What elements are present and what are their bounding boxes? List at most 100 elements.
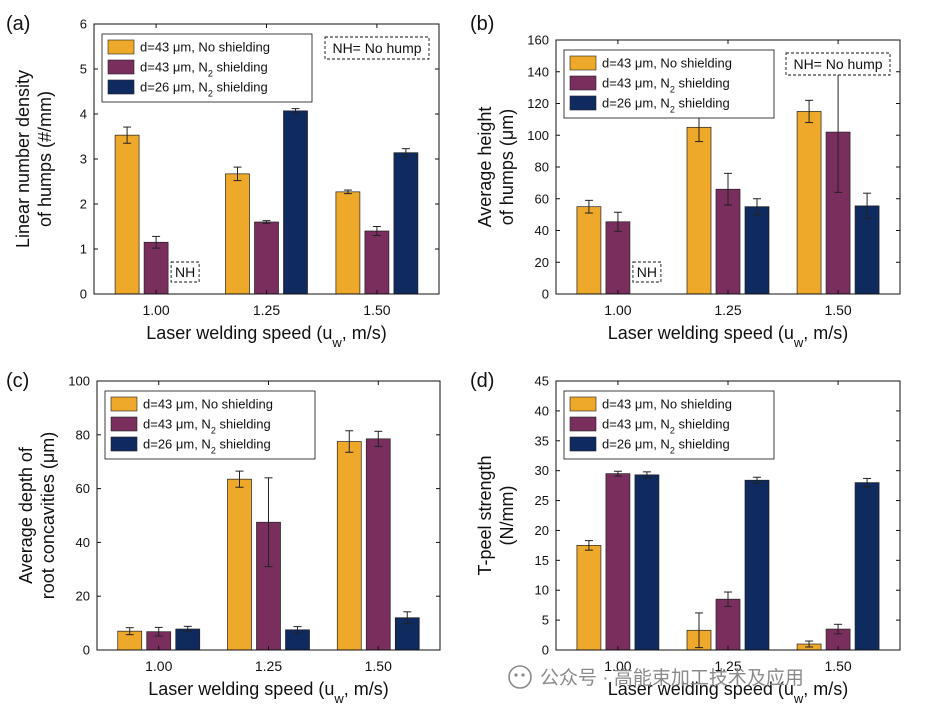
- error-bar-s2-1.00: [154, 626, 163, 637]
- bar-s1-1.00: [114, 134, 140, 295]
- legend-swatch-s3: [569, 95, 597, 111]
- error-bar-s3-1.25: [753, 198, 761, 216]
- error-bar-s3-1.50: [403, 611, 412, 625]
- legend: d=43 μm, No shielding d=43 μm, N2 shieldi…: [104, 390, 316, 460]
- error-bar-s2-1.50: [374, 430, 383, 447]
- bar-s3-1.25: [744, 479, 770, 651]
- panel-label: (b): [470, 13, 494, 35]
- bar-s1-1.50: [335, 191, 361, 295]
- error-bar-s1-1.25: [695, 612, 703, 649]
- error-bar-s1-1.50: [345, 430, 354, 453]
- y-axis-label: T-peel strength (N/mm): [475, 455, 517, 575]
- y-tick-label: 20: [535, 523, 549, 538]
- y-axis-label-line: Linear number density: [13, 70, 33, 248]
- bar-s2-1.25: [715, 598, 741, 651]
- error-bar-s2-1.00: [613, 470, 622, 477]
- x-category-label: 1.50: [824, 302, 851, 318]
- nh-note-box: [324, 36, 430, 60]
- y-axis-label-line: (N/mm): [497, 486, 517, 546]
- error-bar-s1-1.00: [584, 540, 593, 551]
- y-tick-label: 15: [535, 553, 549, 568]
- y-tick-label: 100: [527, 128, 549, 143]
- y-tick-label: 3: [80, 152, 87, 167]
- bar-s2-1.00: [605, 221, 631, 295]
- watermark-text: 公众号 · 高能束加工技术及应用: [540, 667, 804, 689]
- y-tick-label: 80: [535, 160, 549, 175]
- legend: d=43 μm, No shielding d=43 μm, N2 shieldi…: [563, 390, 775, 460]
- y-axis-label: Average height of humps (μm): [475, 107, 517, 228]
- error-bar-s1-1.50: [805, 640, 814, 648]
- legend-label-s1: d=43 μm, No shielding: [140, 40, 270, 55]
- bar-s3-1.25: [283, 110, 308, 295]
- legend-label-s1: d=43 μm, No shielding: [602, 56, 732, 71]
- bar-s1-1.25: [686, 126, 712, 295]
- y-tick-label: 1: [80, 242, 87, 257]
- nh-note-box: [785, 52, 891, 76]
- error-bar-s1-1.50: [343, 189, 352, 195]
- legend-swatch-s3: [569, 436, 597, 452]
- error-bar-s1-1.00: [123, 126, 132, 144]
- panel-label: (a): [6, 13, 30, 35]
- y-tick-label: 45: [535, 374, 549, 389]
- y-tick-label: 5: [542, 613, 549, 628]
- legend-swatch-s1: [110, 396, 138, 412]
- y-tick-label: 160: [527, 33, 549, 48]
- y-axis-label-line: of humps (#/mm): [35, 91, 55, 227]
- nh-note: NH= No hump: [785, 52, 891, 76]
- error-bar-s1-1.00: [125, 627, 134, 636]
- nh-marker-text: NH: [175, 264, 195, 280]
- x-category-label: 1.25: [255, 658, 282, 674]
- legend-swatch-s1: [569, 55, 597, 71]
- y-tick-label: 0: [542, 287, 549, 302]
- y-axis-label-line: T-peel strength: [475, 455, 495, 575]
- y-tick-label: 20: [535, 255, 549, 270]
- error-bar-s3-1.00: [183, 625, 192, 633]
- bar-s2-1.50: [365, 438, 391, 651]
- x-category-label: 1.25: [714, 658, 741, 674]
- wechat-icon-eye: [514, 673, 518, 677]
- nh-marker-text: NH: [637, 264, 657, 280]
- legend-label-s1: d=43 μm, No shielding: [143, 397, 273, 412]
- legend-swatch-s3: [110, 436, 138, 452]
- legend-swatch-s3: [107, 79, 135, 95]
- y-axis-label: Average depth of root concavities (μm): [16, 432, 58, 599]
- y-tick-label: 140: [527, 64, 549, 79]
- error-bar-s1-1.25: [233, 166, 242, 182]
- bar-s1-1.00: [576, 206, 602, 295]
- bar-s2-1.00: [143, 241, 169, 295]
- x-category-label: 1.00: [142, 302, 169, 318]
- error-bar-s3-1.25: [293, 626, 302, 634]
- bar-s1-1.00: [576, 545, 602, 651]
- x-axis-label: Laser welding speed (uw, m/s): [608, 323, 849, 350]
- error-bar-s1-1.50: [805, 99, 814, 124]
- bar-s1-1.50: [336, 441, 362, 651]
- watermark: 公众号 · 高能束加工技术及应用: [508, 665, 804, 689]
- error-bar-s3-1.00: [642, 471, 651, 479]
- nh-marker-box: [632, 261, 662, 283]
- error-bar-s3-1.25: [753, 476, 761, 484]
- legend-label-s1: d=43 μm, No shielding: [602, 397, 732, 412]
- bar-s2-1.50: [364, 230, 390, 295]
- bar-s2-1.25: [715, 188, 741, 295]
- bar-s1-1.25: [225, 173, 250, 295]
- legend-swatch-s1: [569, 396, 597, 412]
- nh-note-text: NH= No hump: [793, 56, 882, 72]
- bar-s3-1.50: [854, 205, 880, 295]
- y-tick-label: 10: [535, 583, 549, 598]
- legend-swatch-s2: [107, 59, 135, 75]
- nh-marker: NH: [632, 261, 662, 283]
- x-category-label: 1.50: [824, 658, 851, 674]
- y-tick-label: 80: [76, 427, 90, 442]
- y-tick-label: 100: [68, 374, 90, 389]
- legend-swatch-s2: [569, 416, 597, 432]
- y-tick-label: 0: [80, 287, 87, 302]
- y-tick-label: 6: [80, 17, 87, 32]
- y-tick-label: 40: [535, 403, 549, 418]
- error-bar-s1-1.25: [235, 470, 244, 488]
- error-bar-s2-1.25: [262, 220, 271, 224]
- legend-label-s3: d=26 μm, N2 shielding: [602, 96, 730, 115]
- legend-swatch-s2: [569, 75, 597, 91]
- x-category-label: 1.00: [604, 658, 631, 674]
- legend: d=43 μm, No shielding d=43 μm, N2 shieldi…: [563, 49, 775, 119]
